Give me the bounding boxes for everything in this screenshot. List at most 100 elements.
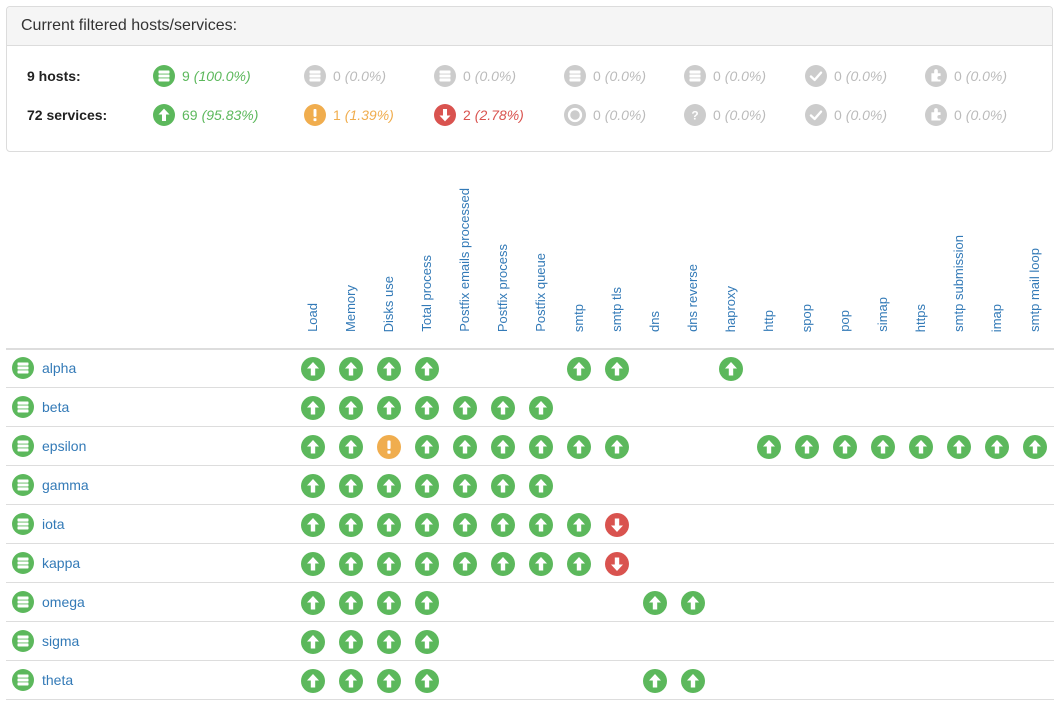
service-status-ok[interactable]	[339, 513, 363, 537]
service-status-ok[interactable]	[529, 552, 553, 576]
service-status-ok[interactable]	[491, 435, 515, 459]
services-summary-question[interactable]: ? 0 (0.0%)	[684, 101, 766, 129]
service-status-ok[interactable]	[529, 396, 553, 420]
service-status-ok[interactable]	[377, 669, 401, 693]
service-status-ok[interactable]	[567, 513, 591, 537]
service-status-ok[interactable]	[681, 591, 705, 615]
column-header-https[interactable]: https	[913, 303, 928, 332]
host-link[interactable]: gamma	[12, 474, 89, 496]
service-status-ok[interactable]	[301, 669, 325, 693]
host-link[interactable]: beta	[12, 396, 69, 418]
services-summary-plugin[interactable]: 0 (0.0%)	[925, 101, 1007, 129]
services-summary-check[interactable]: 0 (0.0%)	[805, 101, 887, 129]
service-status-ok[interactable]	[529, 435, 553, 459]
service-status-ok[interactable]	[871, 435, 895, 459]
service-status-ok[interactable]	[301, 396, 325, 420]
hosts-summary-plugin[interactable]: 0 (0.0%)	[925, 62, 1007, 90]
service-status-ok[interactable]	[453, 435, 477, 459]
host-link[interactable]: omega	[12, 591, 85, 613]
service-status-ok[interactable]	[909, 435, 933, 459]
service-status-ok[interactable]	[339, 552, 363, 576]
service-status-warning[interactable]	[377, 435, 401, 459]
service-status-ok[interactable]	[415, 552, 439, 576]
service-status-critical[interactable]	[605, 513, 629, 537]
service-status-ok[interactable]	[415, 474, 439, 498]
column-header-spop[interactable]: spop	[799, 303, 814, 332]
service-status-ok[interactable]	[453, 474, 477, 498]
host-link[interactable]: iota	[12, 513, 65, 535]
column-header-total-process[interactable]: Total process	[419, 255, 434, 332]
service-status-ok[interactable]	[491, 513, 515, 537]
host-link[interactable]: kappa	[12, 552, 80, 574]
column-header-postfix-process[interactable]: Postfix process	[495, 243, 510, 332]
service-status-ok[interactable]	[415, 435, 439, 459]
service-status-ok[interactable]	[415, 630, 439, 654]
service-status-ok[interactable]	[491, 474, 515, 498]
service-status-ok[interactable]	[985, 435, 1009, 459]
service-status-ok[interactable]	[491, 552, 515, 576]
service-status-ok[interactable]	[605, 357, 629, 381]
column-header-memory[interactable]: Memory	[343, 285, 358, 332]
services-summary-exclamation[interactable]: 1 (1.39%)	[304, 101, 394, 129]
service-status-ok[interactable]	[605, 435, 629, 459]
host-link[interactable]: epsilon	[12, 435, 86, 457]
hosts-summary-server-unreachable[interactable]: 0 (0.0%)	[434, 62, 516, 90]
service-status-ok[interactable]	[339, 669, 363, 693]
service-status-ok[interactable]	[377, 474, 401, 498]
column-header-postfix-queue[interactable]: Postfix queue	[533, 253, 548, 332]
column-header-dns-reverse[interactable]: dns reverse	[685, 264, 700, 332]
service-status-critical[interactable]	[605, 552, 629, 576]
service-status-ok[interactable]	[567, 552, 591, 576]
hosts-summary-server-pending[interactable]: 0 (0.0%)	[564, 62, 646, 90]
service-status-ok[interactable]	[1023, 435, 1047, 459]
host-link[interactable]: alpha	[12, 357, 76, 379]
service-status-ok[interactable]	[301, 474, 325, 498]
service-status-ok[interactable]	[339, 591, 363, 615]
service-status-ok[interactable]	[757, 435, 781, 459]
service-status-ok[interactable]	[453, 396, 477, 420]
service-status-ok[interactable]	[681, 669, 705, 693]
service-status-ok[interactable]	[567, 357, 591, 381]
service-status-ok[interactable]	[339, 630, 363, 654]
column-header-postfix-emails-processed[interactable]: Postfix emails processed	[457, 188, 472, 332]
service-status-ok[interactable]	[301, 591, 325, 615]
service-status-ok[interactable]	[339, 357, 363, 381]
services-summary-arrow-down[interactable]: 2 (2.78%)	[434, 101, 524, 129]
service-status-ok[interactable]	[301, 357, 325, 381]
service-status-ok[interactable]	[377, 552, 401, 576]
service-status-ok[interactable]	[415, 396, 439, 420]
services-summary-ring[interactable]: 0 (0.0%)	[564, 101, 646, 129]
service-status-ok[interactable]	[567, 435, 591, 459]
service-status-ok[interactable]	[643, 591, 667, 615]
service-status-ok[interactable]	[643, 669, 667, 693]
column-header-smtp[interactable]: smtp	[571, 303, 586, 332]
host-link[interactable]: theta	[12, 669, 73, 691]
hosts-summary-check[interactable]: 0 (0.0%)	[805, 62, 887, 90]
service-status-ok[interactable]	[833, 435, 857, 459]
service-status-ok[interactable]	[339, 396, 363, 420]
service-status-ok[interactable]	[377, 396, 401, 420]
services-summary-arrow-up[interactable]: 69 (95.83%)	[153, 101, 258, 129]
column-header-http[interactable]: http	[761, 310, 776, 332]
column-header-simap[interactable]: simap	[875, 297, 890, 332]
service-status-ok[interactable]	[415, 357, 439, 381]
service-status-ok[interactable]	[415, 591, 439, 615]
column-header-smtp-tls[interactable]: smtp tls	[609, 287, 624, 332]
service-status-ok[interactable]	[453, 513, 477, 537]
service-status-ok[interactable]	[301, 552, 325, 576]
hosts-summary-server-up[interactable]: 9 (100.0%)	[153, 62, 251, 90]
service-status-ok[interactable]	[339, 474, 363, 498]
service-status-ok[interactable]	[415, 513, 439, 537]
column-header-haproxy[interactable]: haproxy	[723, 285, 738, 332]
service-status-ok[interactable]	[453, 552, 477, 576]
column-header-smtp-mail-loop[interactable]: smtp mail loop	[1027, 248, 1042, 332]
service-status-ok[interactable]	[377, 630, 401, 654]
column-header-load[interactable]: Load	[305, 303, 320, 332]
service-status-ok[interactable]	[377, 591, 401, 615]
column-header-disks-use[interactable]: Disks use	[381, 275, 396, 332]
service-status-ok[interactable]	[529, 513, 553, 537]
hosts-summary-server-unknown[interactable]: 0 (0.0%)	[684, 62, 766, 90]
service-status-ok[interactable]	[301, 513, 325, 537]
column-header-pop[interactable]: pop	[837, 310, 852, 332]
service-status-ok[interactable]	[339, 435, 363, 459]
